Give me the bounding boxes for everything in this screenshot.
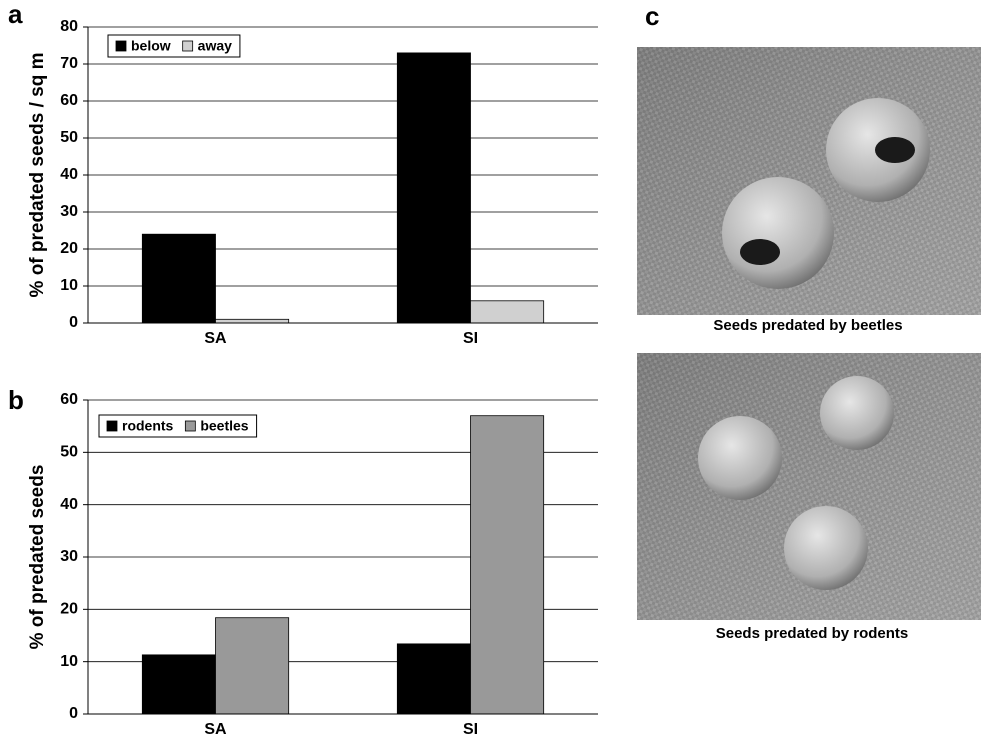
y-tick-label: 10 <box>60 653 78 670</box>
legend-swatch <box>107 421 117 431</box>
bar <box>142 655 215 714</box>
photo-beetles <box>637 47 981 315</box>
x-tick-label: SA <box>204 330 227 347</box>
y-tick-label: 30 <box>60 548 78 565</box>
figure: c Seeds predated by beetles Seeds predat… <box>0 0 981 744</box>
legend-label: away <box>198 38 232 54</box>
x-tick-label: SA <box>204 721 227 738</box>
y-tick-label: 60 <box>60 391 78 408</box>
bar <box>397 644 470 714</box>
y-tick-label: 70 <box>60 55 78 72</box>
y-tick-label: 50 <box>60 129 78 146</box>
legend-swatch <box>185 421 195 431</box>
legend-label: rodents <box>122 418 174 434</box>
legend-swatch <box>183 41 193 51</box>
y-tick-label: 0 <box>69 705 78 722</box>
legend: below away <box>108 35 240 57</box>
legend-label: below <box>131 38 171 54</box>
photo-rodents <box>637 353 981 620</box>
bar <box>471 416 544 714</box>
panel-label: a <box>8 0 23 29</box>
bar <box>142 234 215 323</box>
x-tick-label: SI <box>463 330 478 347</box>
legend-swatch <box>116 41 126 51</box>
legend-label: beetles <box>200 418 248 434</box>
y-axis-label: % of predated seeds / sq m <box>27 53 48 298</box>
legend: rodents beetles <box>99 415 257 437</box>
bar <box>216 319 289 323</box>
photo-caption: Seeds predated by beetles <box>713 317 902 334</box>
x-tick-label: SI <box>463 721 478 738</box>
y-tick-label: 80 <box>60 18 78 35</box>
photo-caption: Seeds predated by rodents <box>716 625 909 642</box>
y-tick-label: 50 <box>60 444 78 461</box>
y-tick-label: 20 <box>60 240 78 257</box>
y-axis-label: % of predated seeds <box>27 465 48 650</box>
y-tick-label: 0 <box>69 314 78 331</box>
panel-label: b <box>8 385 24 415</box>
y-tick-label: 30 <box>60 203 78 220</box>
bar <box>397 53 470 323</box>
panel-label: c <box>645 1 659 31</box>
y-tick-label: 40 <box>60 496 78 513</box>
y-tick-label: 20 <box>60 601 78 618</box>
bar <box>471 301 544 323</box>
y-tick-label: 40 <box>60 166 78 183</box>
bar <box>216 618 289 714</box>
y-tick-label: 10 <box>60 277 78 294</box>
y-tick-label: 60 <box>60 92 78 109</box>
